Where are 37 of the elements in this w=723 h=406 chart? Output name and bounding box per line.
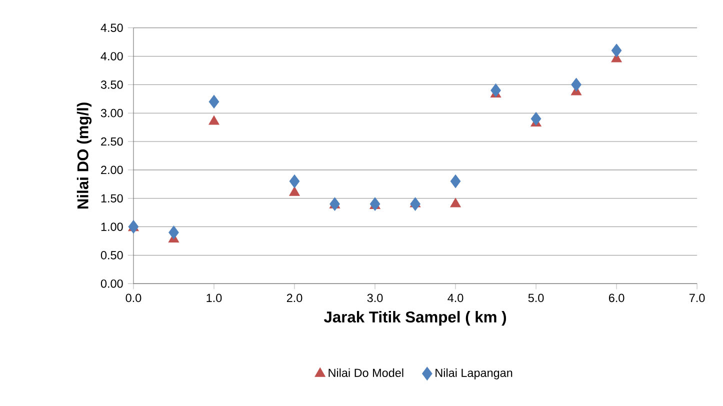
y-tick-label: 0.50 xyxy=(100,251,123,260)
point xyxy=(289,174,300,188)
y-tick-label: 2.50 xyxy=(101,137,123,146)
point xyxy=(128,220,139,234)
legend-label: Nilai Do Model xyxy=(328,368,404,378)
y-tick-label: 3.00 xyxy=(100,108,123,118)
x-tick-label: 7.0 xyxy=(689,294,705,302)
point xyxy=(450,198,461,208)
y-tick-label: 4.00 xyxy=(100,52,123,60)
x-axis-title: Jarak Titik Sampel ( km ) xyxy=(324,311,506,326)
point xyxy=(208,115,220,125)
y-tick-label: 3.50 xyxy=(100,80,123,89)
point xyxy=(530,112,542,126)
x-tick-label: 5.0 xyxy=(528,294,544,302)
x-tick-label: 1.0 xyxy=(206,294,222,302)
y-axis-title: Nilai DO (mg/l) xyxy=(76,102,92,209)
point xyxy=(289,186,300,196)
x-tick-label: 6.0 xyxy=(608,294,624,302)
point xyxy=(571,78,582,92)
x-tick-label: 4.0 xyxy=(448,294,464,302)
point xyxy=(168,226,179,240)
point xyxy=(208,94,220,108)
x-tick-label: 3.0 xyxy=(367,294,383,302)
point xyxy=(370,197,380,211)
point xyxy=(490,84,501,98)
point xyxy=(410,197,420,211)
y-tick-label: 4.50 xyxy=(100,24,123,32)
x-tick-label: 2.0 xyxy=(286,294,302,302)
point xyxy=(330,197,340,211)
y-tick-label: 1.00 xyxy=(101,222,123,231)
y-tick-label: 1.50 xyxy=(101,194,123,203)
point xyxy=(450,174,461,188)
y-tick-label: 0.00 xyxy=(100,279,123,288)
legend-label: Nilai Lapangan xyxy=(436,368,512,380)
x-tick-label: 0.0 xyxy=(126,294,142,302)
y-tick-label: 2.00 xyxy=(101,166,123,174)
point xyxy=(611,44,622,58)
